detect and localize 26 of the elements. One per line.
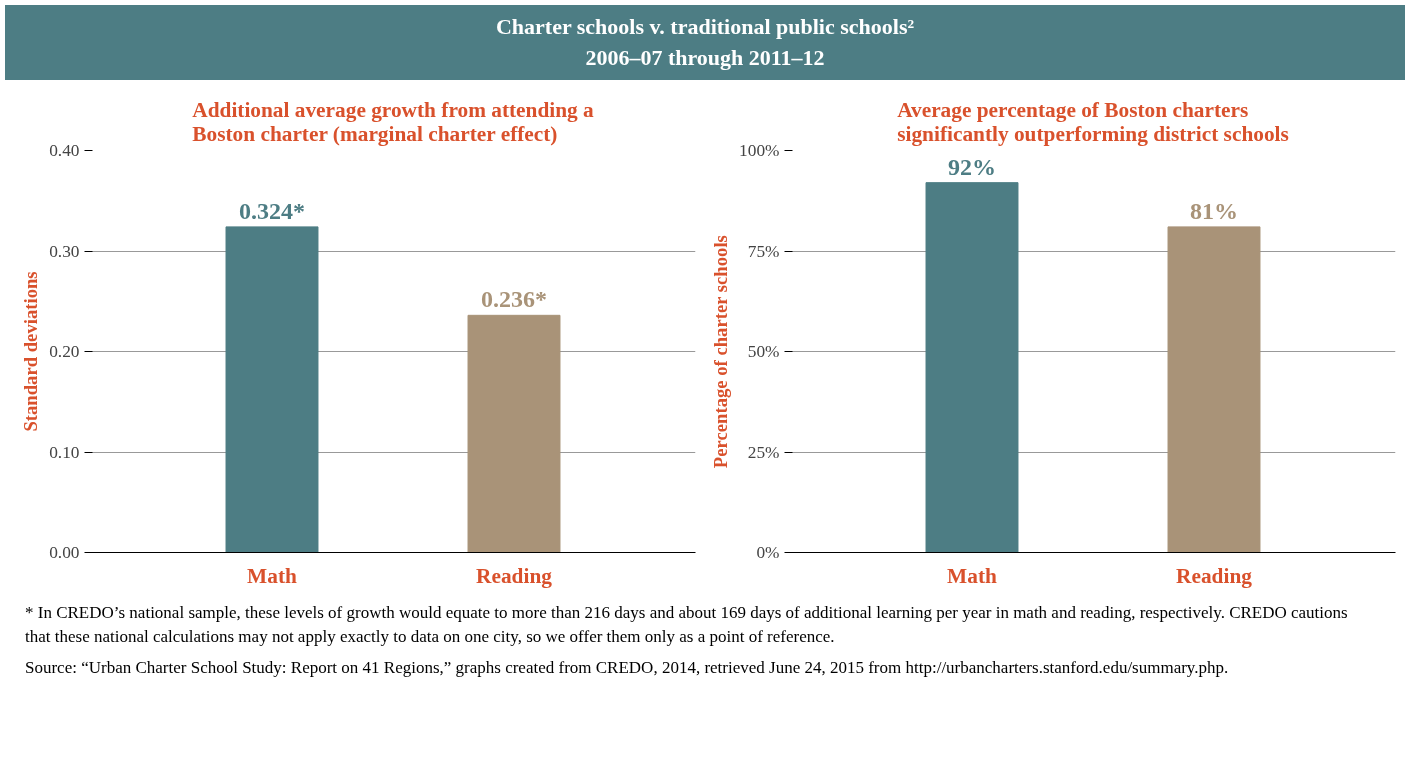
text: * In CREDO’s national sample, these levels of growth would equate to more than 216 days and about 169 days of additional learning per year in math and reading, respectively. CREDO cautions that these national calculations may not apply exactly to data on one city, so we offer them only as a point of reference. <box>25 602 1349 649</box>
data-label: 92% <box>948 153 996 180</box>
text: Charter schools v. traditional public schools² <box>495 14 915 39</box>
y-axis-title: Percentage of charter schools <box>710 235 732 469</box>
data-label: 81% <box>1190 197 1238 224</box>
x-tick-label: Reading <box>476 563 553 588</box>
x-tick-label: Math <box>947 563 998 588</box>
y-tick-label: 50% <box>747 342 780 361</box>
text: 2006–07 through 2011–12 <box>585 45 825 71</box>
data-label: 0.236* <box>481 286 547 313</box>
y-tick-label: 0.00 <box>49 543 80 562</box>
y-tick-label: 25% <box>747 442 780 462</box>
y-tick-label: 100% <box>739 141 780 160</box>
y-tick-label: 0.30 <box>49 241 80 261</box>
y-axis-title: Standard deviations <box>20 271 42 432</box>
y-tick-label: 0.20 <box>49 342 80 361</box>
y-tick-label: 0% <box>756 543 780 562</box>
data-label: 0.324* <box>239 197 305 224</box>
y-tick-label: 0.10 <box>49 442 80 462</box>
source-note: Source: “Urban Charter School Study: Report on 41 Regions,” graphs created from CREDO, 2014, retrieved June 24, 2015 from http://urbancharters.stanford.edu/summary.php. <box>25 656 1230 679</box>
x-tick-label: Math <box>247 563 298 588</box>
x-tick-label: Reading <box>1176 563 1253 588</box>
chart-title: Average percentage of Boston charters significantly outperforming district schools <box>897 97 1289 146</box>
chart-title: Additional average growth from attending a Boston charter (marginal charter effect) <box>192 97 595 146</box>
y-tick-label: 0.40 <box>49 141 80 160</box>
y-tick-label: 75% <box>747 241 780 261</box>
